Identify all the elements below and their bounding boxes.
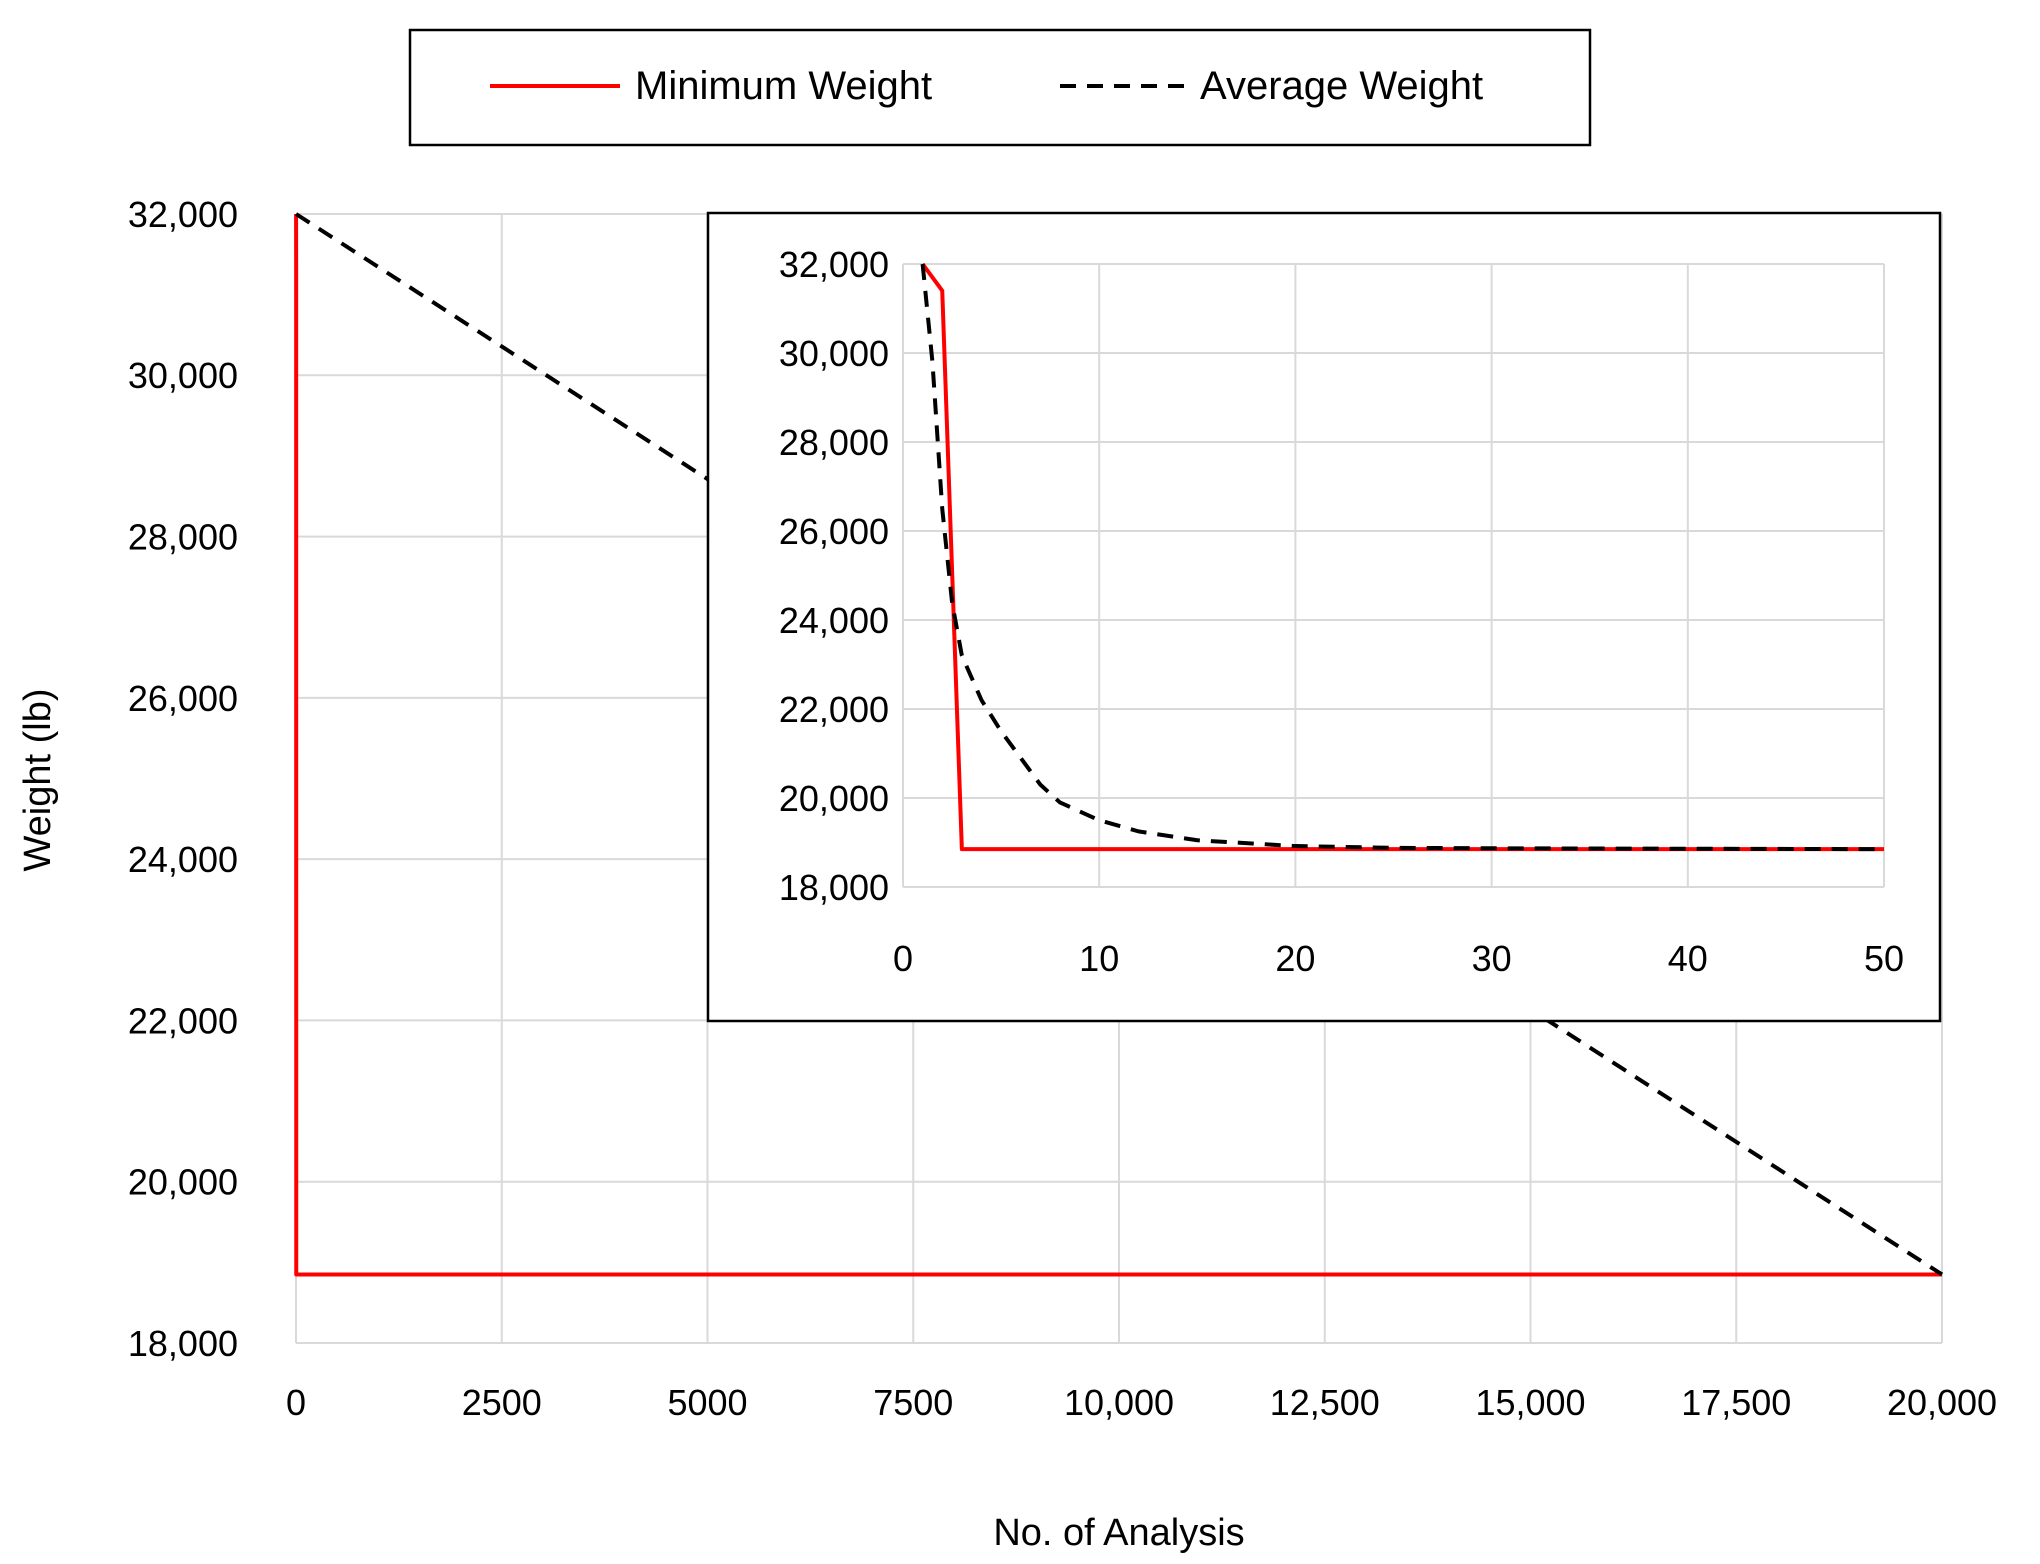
main-series-minimum-weight xyxy=(294,213,1942,1277)
inset-x-tick-labels: 0 10 20 30 40 50 xyxy=(893,938,1904,979)
y-axis-title: Weight (lb) xyxy=(17,688,59,871)
inset-y-tick-label: 22,000 xyxy=(779,689,889,730)
main-x-tick-label: 20,000 xyxy=(1887,1382,1997,1423)
main-x-tick-labels: 0 2500 5000 7500 10,000 12,500 15,000 17,500 20,… xyxy=(286,1382,1997,1423)
main-y-tick-label: 20,000 xyxy=(128,1162,238,1203)
inset-grid xyxy=(902,263,1885,888)
main-y-tick-label: 26,000 xyxy=(128,678,238,719)
main-x-tick-label: 2500 xyxy=(462,1382,542,1423)
main-x-tick-label: 7500 xyxy=(873,1382,953,1423)
main-x-tick-label: 5000 xyxy=(667,1382,747,1423)
inset-chart: 18,000 20,000 22,000 24,000 26,000 28,000 30,0… xyxy=(706,211,1942,1023)
main-y-tick-label: 30,000 xyxy=(128,355,238,396)
inset-y-tick-label: 30,000 xyxy=(779,333,889,374)
legend: Minimum Weight Average Weight xyxy=(408,28,1592,147)
inset-series xyxy=(920,262,1885,852)
legend-label-minimum-weight: Minimum Weight xyxy=(635,64,932,108)
inset-y-tick-label: 18,000 xyxy=(779,867,889,908)
inset-x-tick-label: 40 xyxy=(1668,938,1708,979)
main-x-tick-label: 10,000 xyxy=(1064,1382,1174,1423)
legend-label-average-weight: Average Weight xyxy=(1200,64,1483,108)
inset-y-tick-label: 32,000 xyxy=(779,244,889,285)
main-y-tick-label: 28,000 xyxy=(128,517,238,558)
inset-x-tick-label: 30 xyxy=(1472,938,1512,979)
inset-series-average-weight xyxy=(920,263,1885,852)
inset-x-tick-label: 20 xyxy=(1275,938,1315,979)
main-y-tick-label: 24,000 xyxy=(128,839,238,880)
main-x-tick-label: 0 xyxy=(286,1382,306,1423)
main-y-tick-label: 18,000 xyxy=(128,1323,238,1364)
main-x-tick-label: 12,500 xyxy=(1270,1382,1380,1423)
inset-y-tick-label: 20,000 xyxy=(779,778,889,819)
x-axis-title: No. of Analysis xyxy=(993,1512,1244,1554)
inset-y-tick-label: 28,000 xyxy=(779,422,889,463)
inset-x-tick-label: 50 xyxy=(1864,938,1904,979)
inset-y-tick-label: 26,000 xyxy=(779,511,889,552)
inset-frame xyxy=(706,211,1942,1023)
main-x-tick-label: 17,500 xyxy=(1681,1382,1791,1423)
inset-y-tick-label: 24,000 xyxy=(779,600,889,641)
main-y-tick-labels: 18,000 20,000 22,000 24,000 26,000 28,000 30,0… xyxy=(128,194,238,1364)
main-y-tick-label: 22,000 xyxy=(128,1000,238,1041)
inset-series-minimum-weight xyxy=(921,262,1884,852)
inset-x-tick-label: 10 xyxy=(1079,938,1119,979)
inset-y-tick-labels: 18,000 20,000 22,000 24,000 26,000 28,000 30,0… xyxy=(779,244,889,908)
inset-x-tick-label: 0 xyxy=(893,938,913,979)
main-y-tick-label: 32,000 xyxy=(128,194,238,235)
main-x-tick-label: 15,000 xyxy=(1475,1382,1585,1423)
